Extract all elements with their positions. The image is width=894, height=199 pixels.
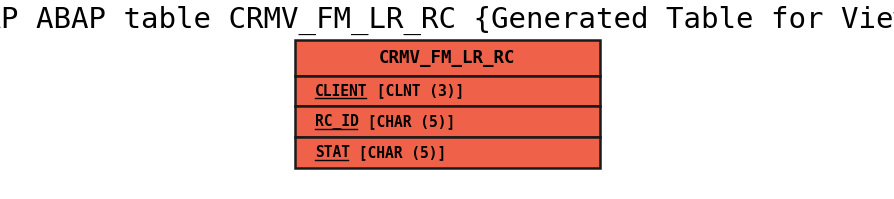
Text: SAP ABAP table CRMV_FM_LR_RC {Generated Table for View}: SAP ABAP table CRMV_FM_LR_RC {Generated … (0, 6, 894, 35)
Text: [CHAR (5)]: [CHAR (5)] (358, 114, 454, 129)
FancyBboxPatch shape (295, 40, 599, 76)
FancyBboxPatch shape (295, 137, 599, 168)
Text: CRMV_FM_LR_RC: CRMV_FM_LR_RC (379, 49, 515, 67)
Text: CLIENT: CLIENT (315, 84, 367, 99)
Text: RC_ID: RC_ID (315, 114, 358, 130)
FancyBboxPatch shape (295, 76, 599, 106)
FancyBboxPatch shape (295, 106, 599, 137)
Text: STAT: STAT (315, 145, 350, 160)
Text: [CHAR (5)]: [CHAR (5)] (350, 145, 446, 160)
Text: [CLNT (3)]: [CLNT (3)] (367, 84, 463, 99)
